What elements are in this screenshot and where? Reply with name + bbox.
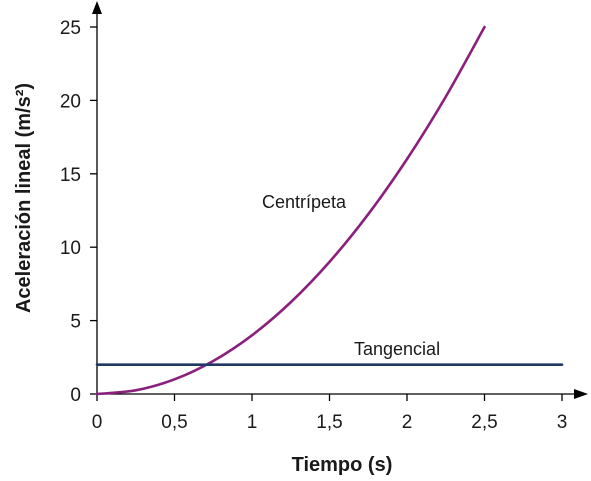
x-axis-title: Tiempo (s)	[292, 454, 393, 476]
x-tick-label: 0	[92, 412, 103, 433]
x-axis-arrow	[574, 389, 588, 399]
series-label-centripeta: Centrípeta	[262, 192, 347, 212]
y-tick-label: 15	[60, 165, 81, 186]
y-tick-label: 20	[60, 91, 81, 112]
y-tick-label: 0	[70, 385, 81, 406]
labels-layer: 0 0,5 1 1,5 2 2,5 3 0 5 10 15 20 25 Centrípeta Tangenc…	[13, 18, 567, 476]
y-axis-arrow	[92, 1, 102, 14]
x-tick-label: 1	[247, 412, 258, 433]
x-tick-label: 1,5	[316, 412, 342, 433]
series-layer	[95, 25, 564, 396]
x-tick-label: 3	[557, 412, 568, 433]
axes	[90, 1, 588, 401]
y-tick-label: 10	[60, 238, 81, 259]
series-line-0	[95, 25, 486, 396]
x-tick-label: 0,5	[161, 412, 187, 433]
y-axis-title: Aceleración lineal (m/s²)	[13, 83, 35, 313]
series-label-tangencial: Tangencial	[354, 339, 440, 359]
y-tick-label: 25	[60, 18, 81, 39]
y-tick-label: 5	[70, 312, 81, 333]
x-tick-label: 2,5	[471, 412, 497, 433]
x-tick-label: 2	[402, 412, 413, 433]
